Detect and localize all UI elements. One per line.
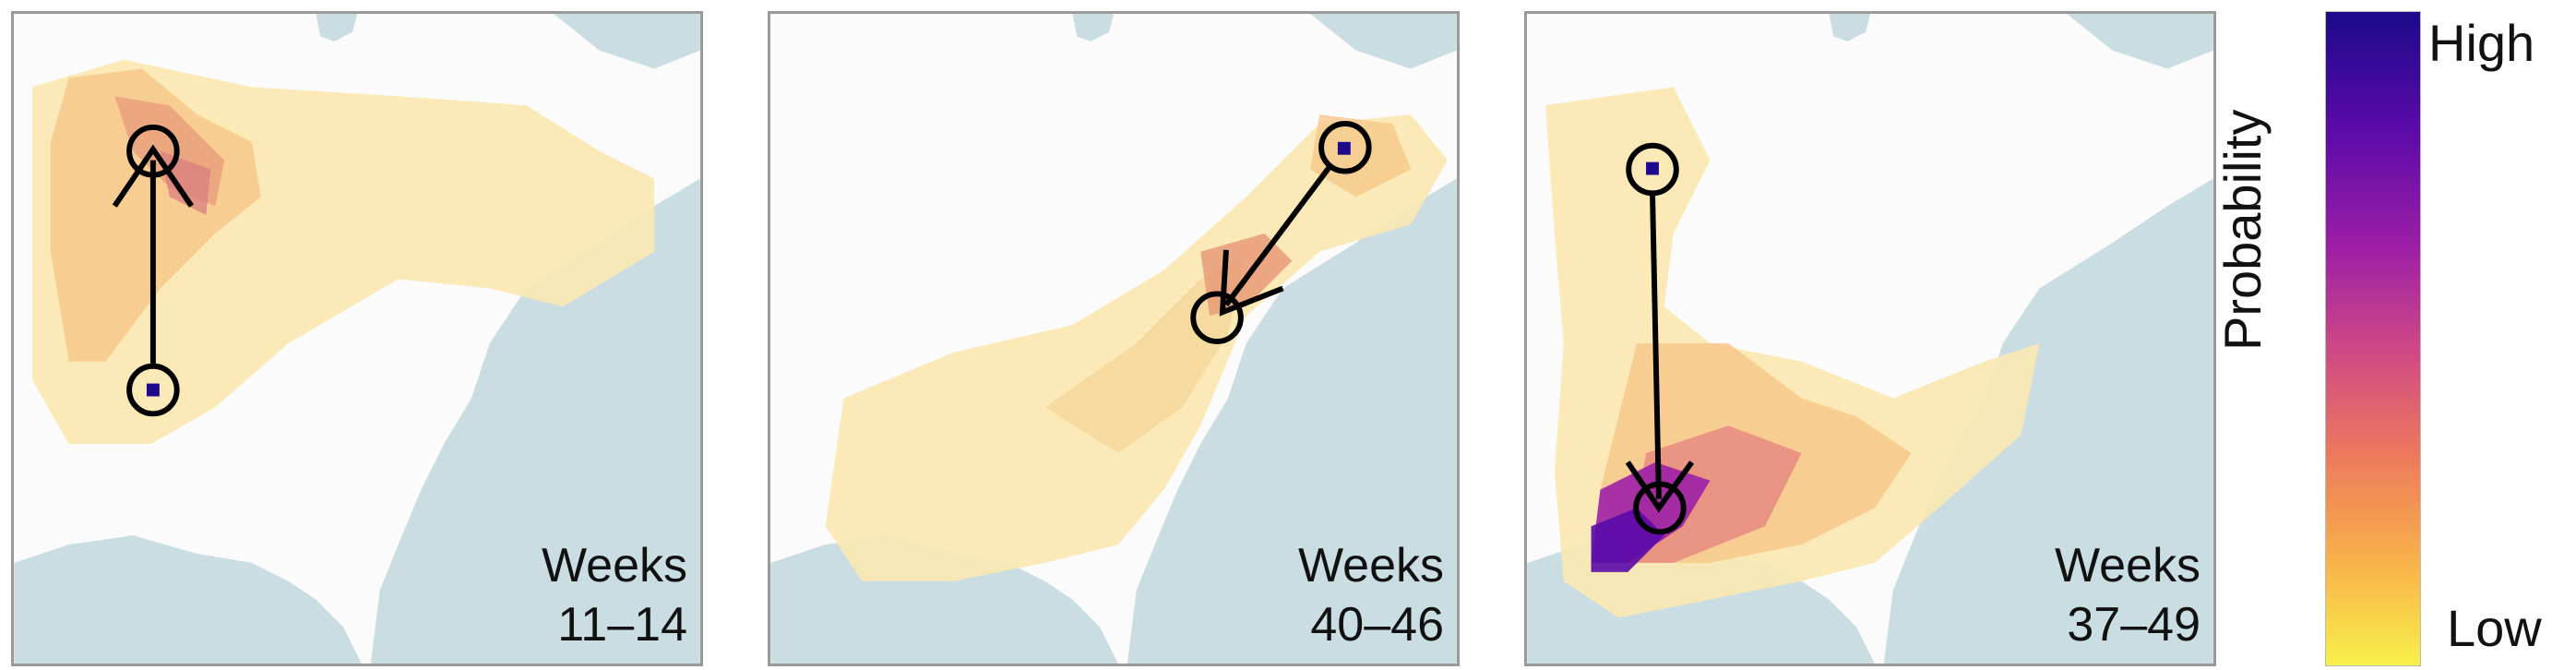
migration-arrow [112,124,194,417]
great-lakes [316,14,700,69]
map-weeks-11-14 [14,14,700,664]
map-panel-3: Weeks 37–49 [1524,11,2216,666]
map-weeks-37-49 [1527,14,2213,664]
weeks-label-2: Weeks 40–46 [1298,539,1444,652]
migration-arrow [1190,121,1372,344]
legend-high-label: High [2428,14,2535,72]
gulf-of-mexico [14,535,362,664]
weeks-label-1: Weeks 11–14 [542,539,687,652]
atlantic-ocean [1883,178,2213,664]
weeks-label-3: Weeks 37–49 [2055,539,2200,652]
map-panel-1: Weeks 11–14 [11,11,703,666]
migration-arrow [1625,142,1695,535]
legend-title: Probability [2213,109,2272,351]
map-weeks-40-46 [770,14,1457,664]
atlantic-ocean [1127,178,1457,664]
legend-low-label: Low [2447,599,2542,657]
atlantic-ocean [370,178,700,664]
great-lakes [1072,14,1457,69]
probability-color-scale [2325,11,2421,666]
great-lakes [1829,14,2213,69]
map-panel-2: Weeks 40–46 [768,11,1460,666]
